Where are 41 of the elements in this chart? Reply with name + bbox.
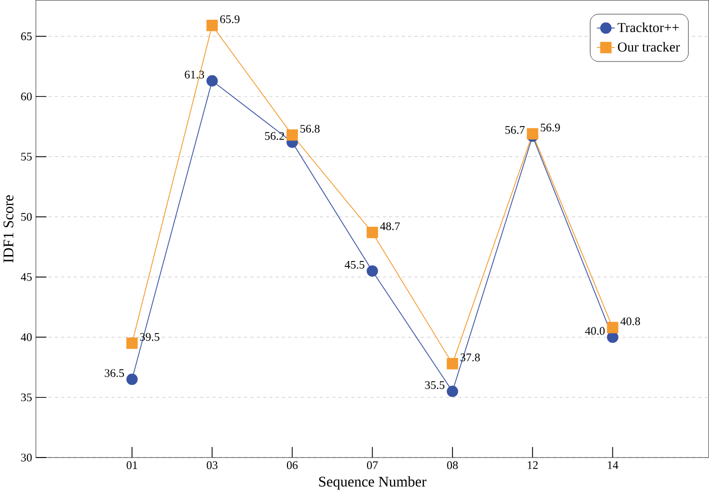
point <box>366 265 378 277</box>
point <box>366 226 378 238</box>
x-tick-label: 07 <box>367 461 378 470</box>
point <box>126 337 138 349</box>
data-label: 56.2 <box>265 132 284 140</box>
y-tick-label: 30 <box>21 454 32 462</box>
point <box>206 20 218 32</box>
point <box>126 374 138 385</box>
point <box>206 75 218 86</box>
point <box>526 128 538 140</box>
point <box>606 322 618 334</box>
data-label: 56.9 <box>540 124 560 132</box>
y-tick-label: 40 <box>20 333 32 342</box>
legend-label: Tracktor++ <box>618 22 679 32</box>
data-label: 65.9 <box>220 15 240 24</box>
x-tick-label: 06 <box>286 461 298 470</box>
data-label: 40.8 <box>620 317 640 326</box>
legend-label: Our tracker <box>618 42 680 52</box>
point <box>446 386 458 397</box>
x-tick-label: 14 <box>608 461 618 469</box>
point <box>286 129 298 141</box>
y-tick-label: 60 <box>21 92 32 100</box>
data-label: 45.5 <box>344 260 364 269</box>
data-label: 56.8 <box>300 124 320 133</box>
data-label: 40.0 <box>585 326 605 335</box>
data-label: 35.5 <box>425 381 444 389</box>
point <box>446 358 458 370</box>
x-tick-label: 12 <box>528 461 538 469</box>
x-tick-label: 03 <box>206 461 218 470</box>
y-tick-label: 50 <box>21 212 32 221</box>
data-label: 36.5 <box>104 369 124 377</box>
x-tick-label: 01 <box>126 461 138 470</box>
y-tick-label: 35 <box>21 393 32 402</box>
data-label: 48.7 <box>380 222 400 230</box>
data-label: 56.7 <box>505 126 525 134</box>
x-axis-title: Sequence Number <box>319 476 426 490</box>
x-tick-label: 08 <box>447 461 458 470</box>
y-tick-label: 65 <box>21 32 32 40</box>
y-axis-title: IDF1 Score <box>4 195 14 262</box>
y-tick-label: 55 <box>21 152 32 160</box>
y-tick-label: 45 <box>20 273 32 281</box>
